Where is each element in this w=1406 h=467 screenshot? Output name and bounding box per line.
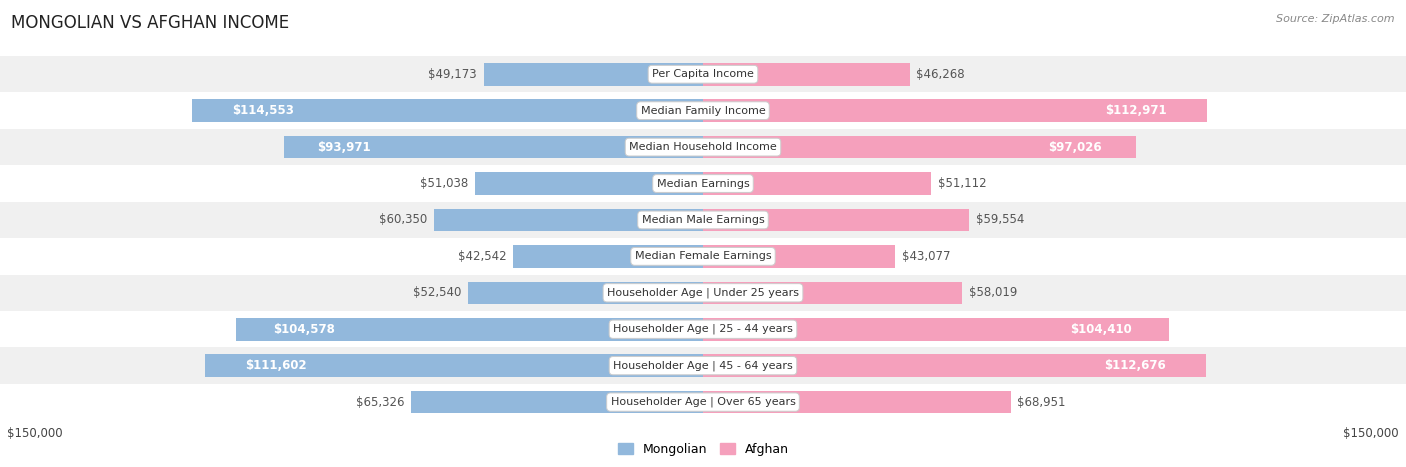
- Bar: [0, 275, 1406, 311]
- Text: $43,077: $43,077: [903, 250, 950, 263]
- Text: Median Family Income: Median Family Income: [641, 106, 765, 116]
- Legend: Mongolian, Afghan: Mongolian, Afghan: [613, 438, 793, 461]
- Bar: [703, 209, 969, 231]
- Text: $104,410: $104,410: [1070, 323, 1132, 336]
- Bar: [191, 99, 703, 122]
- Text: Householder Age | Under 25 years: Householder Age | Under 25 years: [607, 288, 799, 298]
- Text: $51,038: $51,038: [420, 177, 468, 190]
- Bar: [703, 391, 1011, 413]
- Bar: [703, 63, 910, 85]
- Text: Source: ZipAtlas.com: Source: ZipAtlas.com: [1277, 14, 1395, 24]
- Text: $46,268: $46,268: [917, 68, 965, 81]
- Text: MONGOLIAN VS AFGHAN INCOME: MONGOLIAN VS AFGHAN INCOME: [11, 14, 290, 32]
- Text: $42,542: $42,542: [458, 250, 506, 263]
- Text: $97,026: $97,026: [1047, 141, 1101, 154]
- Bar: [0, 202, 1406, 238]
- Text: $150,000: $150,000: [7, 427, 63, 440]
- Text: $49,173: $49,173: [429, 68, 477, 81]
- Text: $59,554: $59,554: [976, 213, 1024, 226]
- Text: Median Male Earnings: Median Male Earnings: [641, 215, 765, 225]
- Bar: [284, 136, 703, 158]
- Text: $112,971: $112,971: [1105, 104, 1167, 117]
- Bar: [0, 384, 1406, 420]
- Bar: [0, 347, 1406, 384]
- Bar: [513, 245, 703, 268]
- Text: Householder Age | 25 - 44 years: Householder Age | 25 - 44 years: [613, 324, 793, 334]
- Bar: [433, 209, 703, 231]
- Bar: [0, 129, 1406, 165]
- Bar: [0, 92, 1406, 129]
- Text: $51,112: $51,112: [938, 177, 987, 190]
- Bar: [703, 172, 931, 195]
- Bar: [703, 136, 1136, 158]
- Bar: [703, 245, 896, 268]
- Text: Householder Age | 45 - 64 years: Householder Age | 45 - 64 years: [613, 361, 793, 371]
- Bar: [0, 311, 1406, 347]
- Text: $60,350: $60,350: [378, 213, 427, 226]
- Bar: [484, 63, 703, 85]
- Text: Householder Age | Over 65 years: Householder Age | Over 65 years: [610, 397, 796, 407]
- Text: $150,000: $150,000: [1343, 427, 1399, 440]
- Text: $104,578: $104,578: [274, 323, 336, 336]
- Text: Median Earnings: Median Earnings: [657, 178, 749, 189]
- Text: $93,971: $93,971: [318, 141, 371, 154]
- Bar: [703, 282, 962, 304]
- Text: $58,019: $58,019: [969, 286, 1017, 299]
- Text: Per Capita Income: Per Capita Income: [652, 69, 754, 79]
- Bar: [0, 165, 1406, 202]
- Text: Median Household Income: Median Household Income: [628, 142, 778, 152]
- Bar: [703, 318, 1168, 340]
- Text: $52,540: $52,540: [413, 286, 461, 299]
- Bar: [468, 282, 703, 304]
- Text: $112,676: $112,676: [1104, 359, 1166, 372]
- Bar: [236, 318, 703, 340]
- Bar: [205, 354, 703, 377]
- Bar: [0, 56, 1406, 92]
- Text: Median Female Earnings: Median Female Earnings: [634, 251, 772, 262]
- Bar: [703, 99, 1208, 122]
- Bar: [412, 391, 703, 413]
- Text: $65,326: $65,326: [356, 396, 405, 409]
- Text: $68,951: $68,951: [1018, 396, 1066, 409]
- Bar: [703, 354, 1206, 377]
- Bar: [0, 238, 1406, 275]
- Text: $111,602: $111,602: [245, 359, 307, 372]
- Text: $114,553: $114,553: [232, 104, 294, 117]
- Bar: [475, 172, 703, 195]
